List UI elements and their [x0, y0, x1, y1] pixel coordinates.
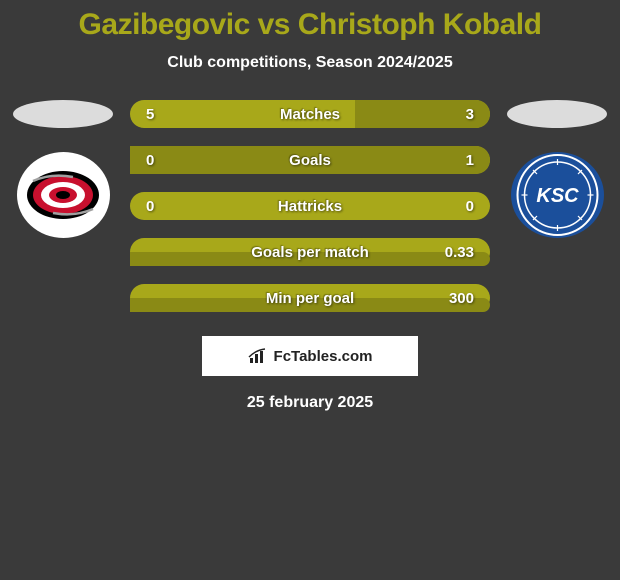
club-badge-right: KSC: [511, 152, 604, 238]
stat-left-value: 0: [146, 198, 154, 215]
stat-left-value: 0: [146, 152, 154, 169]
svg-text:KSC: KSC: [536, 185, 579, 207]
stat-row-hattricks: 0 Hattricks 0: [130, 192, 490, 220]
right-side: KSC: [502, 100, 612, 238]
stat-right-value: 300: [449, 290, 474, 307]
stat-right-value: 3: [466, 106, 474, 123]
stat-right-value: 0: [466, 198, 474, 215]
player-photo-placeholder-left: [13, 100, 113, 128]
subtitle: Club competitions, Season 2024/2025: [0, 54, 620, 72]
player-photo-placeholder-right: [507, 100, 607, 128]
stat-label: Matches: [280, 106, 340, 123]
stats-column: 5 Matches 3 0 Goals 1 0 Hattricks 0 Goal…: [118, 100, 502, 312]
stat-label: Goals per match: [251, 244, 369, 261]
club-badge-left: [17, 152, 110, 238]
comparison-widget: Gazibegovic vs Christoph Kobald Club com…: [0, 0, 620, 412]
stat-right-value: 1: [466, 152, 474, 169]
bar-chart-icon: [248, 348, 268, 364]
stat-row-goals-per-match: Goals per match 0.33: [130, 238, 490, 266]
stat-label: Goals: [289, 152, 331, 169]
page-title: Gazibegovic vs Christoph Kobald: [0, 8, 620, 42]
stat-label: Hattricks: [278, 198, 342, 215]
stat-row-goals: 0 Goals 1: [130, 146, 490, 174]
left-side: [8, 100, 118, 238]
hurricanes-icon: [23, 155, 103, 235]
stat-right-value: 0.33: [445, 244, 474, 261]
stat-row-matches: 5 Matches 3: [130, 100, 490, 128]
stat-label: Min per goal: [266, 290, 354, 307]
stat-row-min-per-goal: Min per goal 300: [130, 284, 490, 312]
stat-left-value: 5: [146, 106, 154, 123]
comparison-layout: 5 Matches 3 0 Goals 1 0 Hattricks 0 Goal…: [0, 100, 620, 312]
attribution-badge: FcTables.com: [202, 336, 418, 376]
attribution-text: FcTables.com: [274, 348, 373, 365]
ksc-icon: KSC: [511, 152, 604, 238]
date-label: 25 february 2025: [0, 394, 620, 412]
